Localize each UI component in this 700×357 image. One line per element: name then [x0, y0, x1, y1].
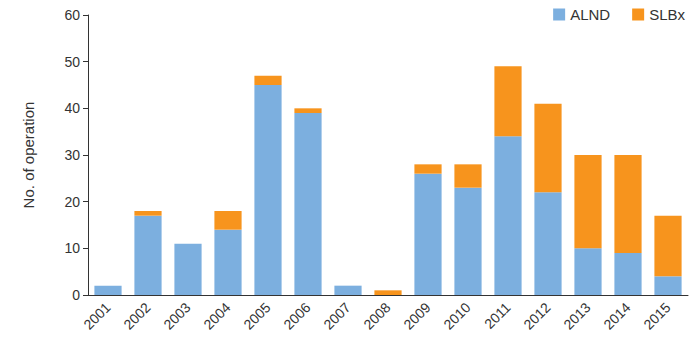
svg-text:2001: 2001 — [80, 299, 113, 332]
svg-text:SLBx: SLBx — [649, 6, 685, 23]
svg-text:2015: 2015 — [640, 299, 673, 332]
svg-text:40: 40 — [64, 100, 80, 116]
svg-text:2010: 2010 — [440, 299, 473, 332]
svg-text:2006: 2006 — [280, 299, 313, 332]
svg-text:2008: 2008 — [360, 299, 393, 332]
svg-text:2013: 2013 — [560, 299, 593, 332]
svg-text:50: 50 — [64, 54, 80, 70]
svg-text:10: 10 — [64, 240, 80, 256]
svg-text:2002: 2002 — [120, 299, 153, 332]
svg-text:ALND: ALND — [570, 6, 610, 23]
svg-text:0: 0 — [72, 287, 80, 303]
svg-text:2012: 2012 — [520, 299, 553, 332]
svg-text:2014: 2014 — [600, 299, 633, 332]
svg-text:2003: 2003 — [160, 299, 193, 332]
svg-text:No. of operation: No. of operation — [20, 102, 37, 209]
svg-text:30: 30 — [64, 147, 80, 163]
svg-text:2011: 2011 — [481, 299, 514, 332]
svg-text:2004: 2004 — [200, 299, 233, 332]
svg-text:2005: 2005 — [240, 299, 273, 332]
svg-text:60: 60 — [64, 7, 80, 23]
svg-text:2007: 2007 — [320, 299, 353, 332]
svg-text:2009: 2009 — [400, 299, 433, 332]
svg-text:20: 20 — [64, 194, 80, 210]
